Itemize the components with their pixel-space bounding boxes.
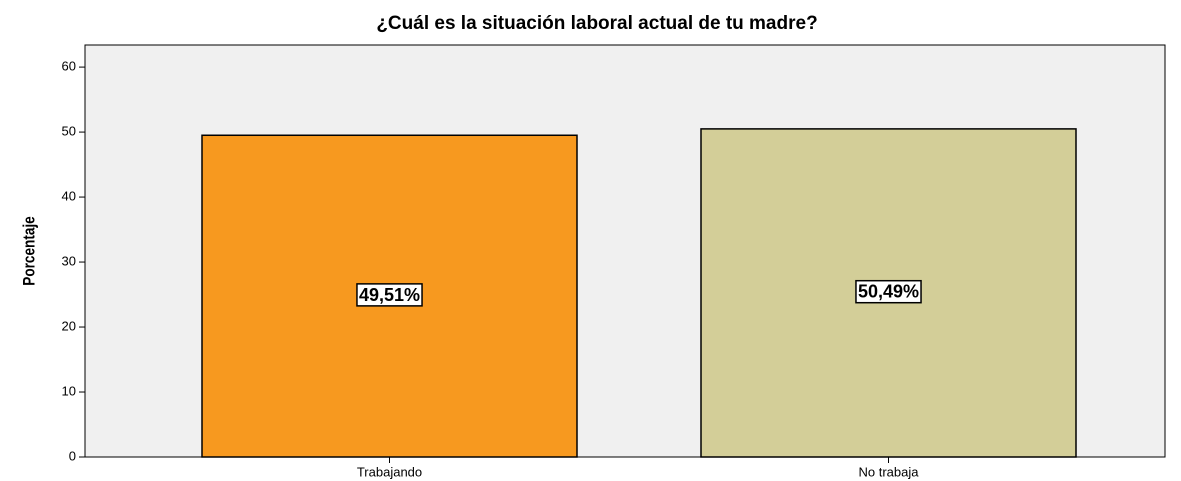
y-tick-label: 10 (62, 383, 76, 398)
y-tick-label: 60 (62, 59, 76, 74)
chart-title: ¿Cuál es la situación laboral actual de … (376, 13, 817, 34)
value-label-box (356, 283, 423, 307)
y-tick-label: 30 (62, 253, 76, 268)
bar (700, 128, 1077, 458)
y-tick-label: 20 (62, 318, 76, 333)
y-tick-label: 40 (62, 189, 76, 204)
y-tick-label: 0 (69, 448, 76, 463)
x-tick-label: Trabajando (357, 464, 422, 479)
value-label: 50,49% (858, 282, 919, 302)
y-axis-label: Porcentaje (20, 216, 39, 286)
y-tick-label: 50 (62, 124, 76, 139)
x-tick-label: No trabaja (859, 464, 920, 479)
value-label-box (855, 279, 922, 304)
value-label: 49,51% (359, 285, 420, 305)
